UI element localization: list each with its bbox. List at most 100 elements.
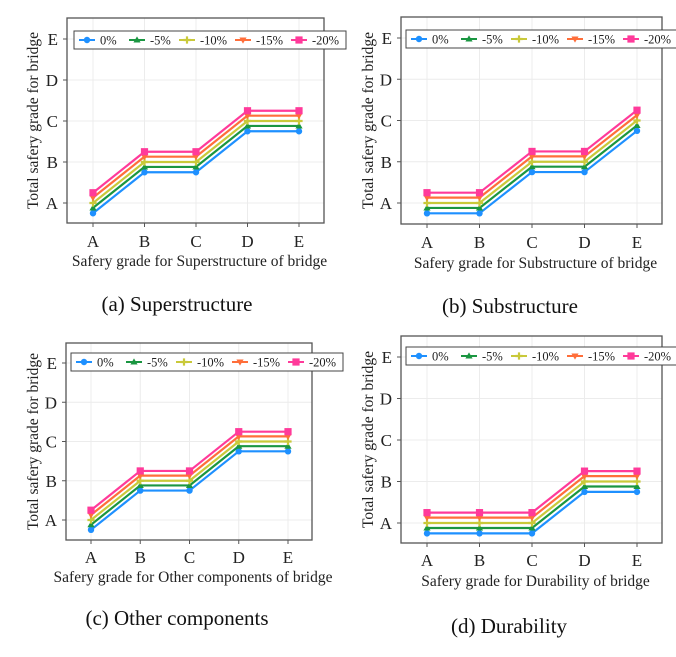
legend-marker: [295, 36, 303, 44]
legend-label: -10%: [197, 356, 224, 370]
legend-item: -15%: [567, 33, 615, 47]
data-point: [87, 521, 95, 528]
data-point: [581, 168, 588, 176]
x-tick-label: D: [578, 551, 590, 570]
data-point: [185, 481, 194, 488]
series-0pct: [89, 128, 303, 217]
legend-marker: [571, 353, 579, 360]
data-point: [89, 210, 97, 217]
caption-d: (d) Durability: [450, 614, 568, 638]
legend-label: 0%: [432, 350, 449, 364]
x-tick-label: A: [421, 233, 434, 252]
y-tick-label: D: [380, 390, 392, 409]
legend-item: -20%: [291, 34, 339, 48]
data-point: [423, 210, 431, 217]
y-axis-label: Total safery grade for bridge: [25, 353, 42, 530]
legend-item: -5%: [129, 34, 171, 48]
legend-item: -20%: [623, 33, 671, 47]
data-point: [141, 169, 148, 176]
data-point: [192, 169, 200, 176]
legend: 0% -5% -10% -15% -20%: [405, 346, 676, 366]
y-tick-label: D: [45, 393, 57, 412]
data-point: [475, 195, 484, 202]
data-point: [137, 487, 144, 494]
x-tick-label: D: [233, 548, 245, 567]
data-point: [423, 515, 431, 522]
legend-item: -10%: [176, 356, 224, 370]
x-tick-label: D: [241, 232, 253, 251]
data-point: [423, 530, 431, 537]
data-point: [476, 210, 483, 217]
x-axis-label: Safery grade for Other components of bri…: [54, 569, 333, 586]
x-tick-label: E: [632, 551, 642, 570]
y-tick-label: E: [47, 354, 57, 373]
caption-a: (a) Superstructure: [101, 292, 253, 316]
legend-marker: [236, 359, 244, 366]
series-minus5pct: [423, 121, 641, 211]
legend-marker: [180, 358, 188, 366]
x-tick-label: B: [474, 551, 485, 570]
data-point: [580, 482, 589, 489]
x-tick-label: C: [526, 233, 537, 252]
data-point: [423, 509, 431, 517]
x-axis-label: Safery grade for Durability of bridge: [421, 573, 650, 590]
legend: 0% -5% -10% -15% -20%: [70, 352, 344, 372]
data-point: [423, 204, 431, 211]
data-point: [140, 148, 149, 156]
y-tick-label: D: [380, 70, 392, 89]
x-axis-label: Safery grade for Superstructure of bridg…: [72, 253, 327, 270]
series-minus15pct: [89, 113, 303, 202]
chart-d: A B C D E A B C D E Safery grade for Durability of…: [360, 335, 676, 590]
legend-item: 0%: [79, 34, 117, 48]
data-point: [633, 112, 641, 119]
data-point: [423, 195, 431, 202]
data-point: [89, 195, 97, 202]
data-point: [633, 127, 641, 135]
data-point: [243, 122, 252, 129]
caption-b: (b) Substructure: [442, 294, 578, 318]
legend-marker: [83, 36, 91, 44]
data-point: [423, 524, 431, 531]
legend-marker: [80, 358, 88, 366]
data-point: [475, 515, 484, 522]
legend-item: 0%: [411, 350, 449, 364]
legend-label: -20%: [309, 356, 336, 370]
legend-label: -5%: [147, 356, 168, 370]
data-point: [243, 107, 252, 115]
data-point: [235, 442, 243, 449]
caption-c: (c) Other components: [85, 606, 269, 630]
series-minus5pct: [89, 122, 303, 211]
data-point: [528, 163, 536, 170]
legend-label: -15%: [588, 350, 615, 364]
data-point: [284, 448, 292, 455]
data-point: [633, 473, 641, 480]
x-tick-label: E: [283, 548, 293, 567]
legend-label: -15%: [256, 34, 283, 48]
data-point: [528, 168, 536, 176]
y-tick-label: B: [46, 472, 57, 491]
y-tick-label: B: [381, 153, 392, 172]
data-point: [192, 154, 200, 161]
legend-label: -15%: [588, 33, 615, 47]
series-minus20pct: [423, 467, 641, 517]
data-point: [580, 467, 589, 475]
y-tick-label: E: [48, 30, 58, 49]
data-point: [235, 433, 243, 440]
legend-label: -10%: [532, 350, 559, 364]
chart-b: A B C D E A B C D E Safery grade for Substructure …: [360, 16, 676, 272]
series-0pct: [423, 127, 641, 217]
data-point: [475, 509, 484, 517]
series-minus20pct: [423, 106, 641, 197]
series-minus20pct: [87, 428, 292, 514]
data-point: [295, 122, 303, 129]
y-tick-label: A: [46, 194, 59, 213]
x-tick-label: A: [85, 548, 98, 567]
x-tick-label: A: [421, 551, 434, 570]
legend-label: 0%: [432, 33, 449, 47]
legend-label: -5%: [482, 33, 503, 47]
series-minus20pct: [89, 107, 303, 197]
data-point: [284, 428, 292, 436]
legend-item: -10%: [179, 34, 227, 48]
data-point: [528, 147, 536, 156]
